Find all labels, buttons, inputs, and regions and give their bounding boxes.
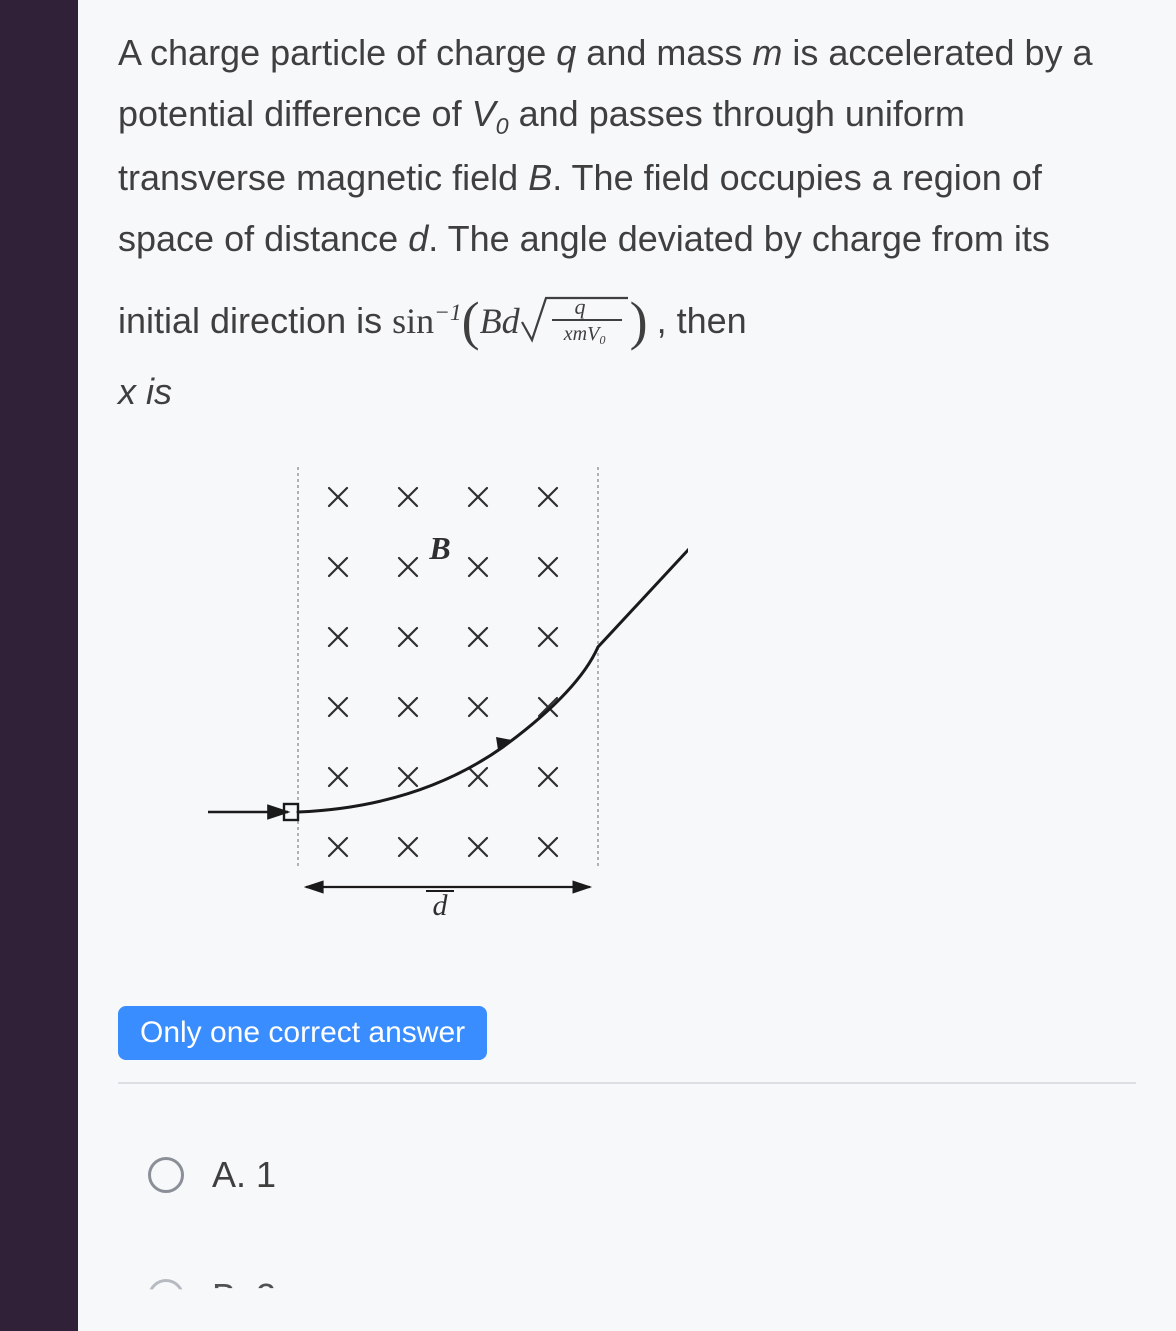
q-part-1: A charge particle of charge (118, 32, 556, 73)
radio-icon[interactable] (148, 1279, 184, 1315)
divider (118, 1082, 1136, 1084)
q-var-m: m (752, 32, 782, 73)
formula: sin−1(Bd q xmV₀ ) (392, 301, 656, 341)
question-sheet: A charge particle of charge q and mass m… (78, 0, 1176, 1331)
q-var-q: q (556, 32, 576, 73)
answer-type-badge: Only one correct answer (118, 1006, 487, 1060)
svg-text:d: d (433, 889, 449, 922)
svg-text:xmV₀: xmV₀ (562, 323, 606, 345)
option-b[interactable]: B. 2 (148, 1276, 1136, 1318)
radio-icon[interactable] (148, 1157, 184, 1193)
q-var-B: B (528, 157, 552, 198)
q-trailing: x is (118, 371, 172, 412)
q-var-d: d (408, 218, 428, 259)
svg-text:q: q (574, 294, 585, 319)
svg-text:B: B (428, 530, 450, 566)
option-a[interactable]: A. 1 (148, 1154, 1136, 1196)
option-label: A. 1 (212, 1154, 276, 1196)
question-text: A charge particle of charge q and mass m… (118, 22, 1136, 423)
q-var-V0: V0 (472, 93, 509, 134)
q-part-2: and mass (576, 32, 752, 73)
q-tail: , then (657, 300, 747, 341)
options-list: A. 1 B. 2 (118, 1154, 1136, 1318)
figure-svg: Bd (168, 447, 688, 947)
option-label: B. 2 (212, 1276, 276, 1318)
figure: Bd (168, 447, 1136, 952)
